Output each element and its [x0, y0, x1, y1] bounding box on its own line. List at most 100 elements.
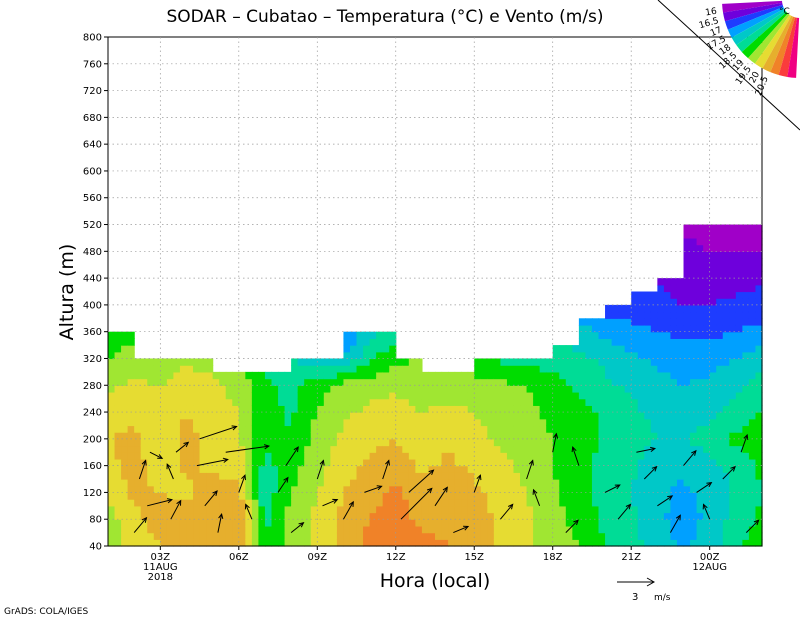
temperature-cell [533, 445, 541, 453]
temperature-cell [683, 258, 691, 266]
temperature-cell [644, 492, 652, 500]
temperature-cell [428, 391, 436, 400]
temperature-cell [369, 512, 377, 520]
temperature-cell [193, 485, 201, 494]
temperature-cell [376, 418, 384, 427]
temperature-cell [461, 445, 469, 453]
temperature-cell [421, 425, 430, 433]
temperature-cell [284, 452, 292, 460]
temperature-cell [585, 525, 593, 534]
temperature-cell [330, 391, 338, 400]
temperature-cell [108, 385, 116, 393]
temperature-cell [435, 378, 443, 386]
temperature-cell [219, 418, 227, 427]
temperature-cell [690, 479, 698, 487]
temperature-cell [238, 432, 246, 440]
temperature-cell [493, 418, 501, 427]
temperature-cell [356, 432, 364, 440]
temperature-cell [493, 485, 501, 494]
temperature-cell [650, 351, 658, 360]
temperature-cell [317, 472, 325, 480]
temperature-cell [611, 519, 619, 527]
temperature-cell [454, 438, 462, 447]
temperature-cell [493, 445, 501, 453]
temperature-cell [683, 365, 691, 373]
temperature-cell [114, 385, 122, 393]
temperature-cell [304, 479, 312, 487]
temperature-cell [506, 452, 515, 460]
temperature-cell [716, 311, 724, 319]
y-tick-label: 360 [83, 327, 102, 338]
temperature-cell [454, 479, 462, 487]
temperature-cell [127, 331, 135, 339]
temperature-cell [278, 371, 286, 380]
temperature-cell [153, 412, 161, 420]
temperature-cell [650, 398, 658, 406]
temperature-cell [317, 512, 325, 520]
temperature-cell [127, 378, 135, 386]
temperature-cell [716, 224, 724, 232]
temperature-cell [206, 378, 214, 386]
temperature-cell [147, 458, 155, 467]
temperature-cell [644, 351, 652, 360]
legend-color-wedge [748, 13, 790, 64]
temperature-cell [160, 452, 168, 460]
temperature-cell [402, 532, 410, 540]
temperature-cell [631, 452, 639, 460]
temperature-cell [598, 499, 606, 507]
temperature-cell [709, 291, 717, 299]
temperature-cell [755, 244, 763, 252]
temperature-cell [173, 365, 181, 373]
temperature-cell [578, 418, 587, 427]
temperature-cell [565, 391, 573, 400]
temperature-cell [696, 512, 704, 520]
temperature-cell [467, 472, 475, 480]
temperature-cell [722, 237, 730, 246]
temperature-cell [644, 405, 652, 413]
temperature-cell [369, 479, 377, 487]
temperature-cell [376, 331, 384, 339]
temperature-cell [415, 425, 423, 433]
temperature-cell [618, 365, 626, 373]
temperature-cell [232, 425, 240, 433]
temperature-cell [317, 425, 325, 433]
temperature-cell [428, 499, 436, 507]
temperature-cell [748, 479, 757, 487]
temperature-cell [179, 391, 188, 400]
temperature-cell [676, 525, 685, 534]
temperature-cell [153, 378, 161, 386]
temperature-cell [304, 505, 312, 514]
temperature-cell [729, 251, 737, 259]
temperature-cell [291, 492, 299, 500]
temperature-cell [480, 539, 488, 547]
temperature-cell [670, 532, 678, 540]
temperature-cell [402, 365, 410, 373]
temperature-cell [663, 278, 672, 286]
temperature-cell [578, 492, 587, 500]
temperature-cell [448, 391, 456, 400]
temperature-cell [552, 351, 560, 360]
temperature-cell [356, 418, 364, 427]
temperature-cell [670, 418, 678, 427]
temperature-cell [624, 371, 632, 380]
temperature-cell [304, 425, 312, 433]
temperature-cell [121, 385, 129, 393]
temperature-cell [735, 371, 743, 380]
temperature-cell [114, 458, 122, 467]
temperature-cell [349, 418, 358, 427]
temperature-cell [238, 398, 246, 406]
temperature-cell [284, 398, 292, 406]
temperature-cell [343, 385, 351, 393]
temperature-cell [389, 465, 397, 473]
temperature-cell [258, 378, 266, 386]
temperature-cell [663, 391, 672, 400]
temperature-cell [428, 472, 436, 480]
temperature-cell [690, 345, 698, 353]
temperature-cell [690, 318, 698, 326]
temperature-cell [441, 532, 449, 540]
temperature-cell [251, 378, 260, 386]
wind-vector [552, 432, 559, 453]
temperature-cell [304, 405, 312, 413]
temperature-cell [140, 358, 148, 366]
temperature-cell [166, 532, 174, 540]
